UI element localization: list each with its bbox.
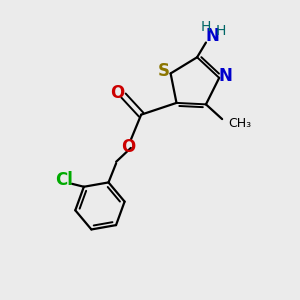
Text: H: H xyxy=(215,24,226,38)
Text: N: N xyxy=(206,27,219,45)
Text: N: N xyxy=(219,67,232,85)
Text: H: H xyxy=(201,20,211,34)
Text: O: O xyxy=(110,84,124,102)
Text: Cl: Cl xyxy=(55,171,73,189)
Text: CH₃: CH₃ xyxy=(229,117,252,130)
Text: S: S xyxy=(158,62,170,80)
Text: O: O xyxy=(122,138,136,156)
